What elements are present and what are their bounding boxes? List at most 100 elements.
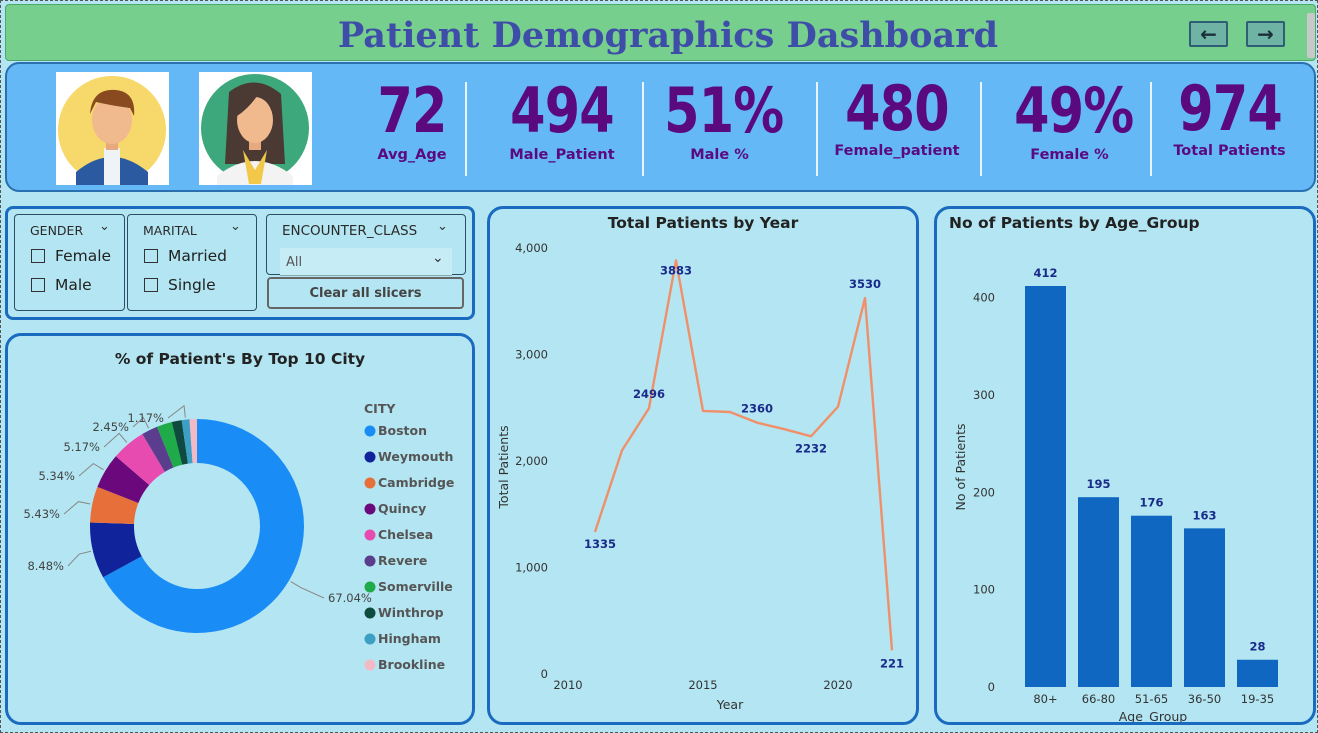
donut-slice-brookline — [189, 419, 197, 464]
checkbox[interactable] — [31, 278, 45, 292]
option-male[interactable]: Male — [31, 276, 92, 294]
legend-item-revere: Revere — [378, 553, 427, 568]
option-married[interactable]: Married — [144, 247, 227, 265]
y-tick-label: 300 — [973, 388, 995, 402]
y-tick-label: 0 — [541, 667, 548, 681]
kpi-label: Male % — [690, 147, 749, 163]
patients-by-year-chart: 0 1,000 2,000 3,000 4,000 2010 2015 2020 Year Tot… — [496, 241, 904, 712]
divider — [642, 82, 644, 176]
data-label: 2232 — [795, 441, 827, 455]
data-label: 176 — [1139, 496, 1163, 510]
data-label: 8.48% — [27, 559, 64, 573]
x-tick-label: 36-50 — [1188, 692, 1221, 706]
legend-item-cambridge: Cambridge — [378, 475, 454, 490]
data-label: 163 — [1192, 508, 1216, 522]
data-label: 5.34% — [38, 469, 75, 483]
kpi-label: Avg_Age — [377, 147, 447, 163]
legend-item-quincy: Quincy — [378, 501, 426, 516]
kpi-label: Male_Patient — [509, 147, 615, 163]
leader-line — [103, 432, 128, 448]
donut-slice-hingham — [181, 419, 193, 464]
donut-slice-quincy — [97, 456, 150, 503]
legend-item-brookline: Brookline — [378, 657, 445, 672]
back-button[interactable]: ← — [1189, 21, 1228, 47]
chart-title: No of Patients by Age_Group — [949, 214, 1200, 232]
slicer-header: MARITAL — [143, 223, 197, 238]
kpi-label: Total Patients — [1173, 143, 1286, 159]
patients-by-age-group-panel: No of Patients by Age_Group 0 100 200 300 40… — [934, 206, 1316, 725]
y-tick-label: 1,000 — [515, 561, 548, 575]
bar-51-65 — [1131, 515, 1172, 687]
kpi-female-percent: 49% Female % — [1002, 76, 1137, 164]
kpi-male-percent: 51% Male % — [652, 76, 787, 164]
bar-36-50 — [1184, 528, 1225, 687]
encounter-class-dropdown[interactable]: All ⌄ — [280, 248, 452, 276]
chevron-down-icon: ⌄ — [432, 250, 444, 266]
legend-marker — [364, 633, 376, 645]
donut-slice-cambridge — [90, 486, 139, 524]
x-tick-label: 51-65 — [1135, 692, 1168, 706]
kpi-total-patients: 974 Total Patients — [1167, 76, 1292, 160]
option-female[interactable]: Female — [31, 247, 111, 265]
chevron-down-icon[interactable]: ⌄ — [230, 219, 241, 234]
leader-line — [78, 463, 104, 477]
y-tick-label: 4,000 — [515, 241, 548, 255]
data-label: 3530 — [849, 277, 881, 291]
bar-80+ — [1025, 286, 1066, 687]
legend-title: CITY — [364, 401, 396, 416]
donut-slice-chelsea — [115, 434, 165, 485]
kpi-label: Female_patient — [834, 143, 960, 159]
clear-all-slicers-button[interactable]: Clear all slicers — [267, 277, 464, 309]
y-axis-label: Total Patients — [496, 425, 511, 509]
page-title: Patient Demographics Dashboard — [337, 15, 999, 56]
forward-button[interactable]: → — [1246, 21, 1285, 47]
legend-marker — [364, 451, 376, 463]
chart-title: % of Patient's By Top 10 City — [114, 350, 366, 368]
donut-slice-winthrop — [171, 420, 188, 465]
x-tick-label: 2020 — [823, 678, 852, 692]
kpi-value: 480 — [845, 72, 949, 145]
legend-item-weymouth: Weymouth — [378, 449, 453, 464]
divider — [980, 82, 982, 176]
data-label: 195 — [1086, 477, 1110, 491]
female-avatar-icon — [199, 72, 312, 185]
legend-item-winthrop: Winthrop — [378, 605, 444, 620]
option-label: Married — [168, 247, 228, 265]
leader-line — [63, 501, 91, 515]
donut-slice-weymouth — [89, 522, 142, 578]
checkbox[interactable] — [31, 249, 45, 263]
kpi-value: 494 — [510, 74, 614, 147]
legend-marker — [364, 581, 376, 593]
chevron-down-icon[interactable]: ⌄ — [437, 219, 448, 234]
checkbox[interactable] — [144, 249, 158, 263]
legend-marker — [364, 607, 376, 619]
slicer-header: ENCOUNTER_CLASS — [282, 223, 418, 239]
bar-19-35 — [1237, 659, 1278, 687]
kpi-value: 72 — [377, 74, 447, 147]
kpi-avg-age: 72 Avg_Age — [352, 76, 472, 164]
data-label: 221 — [880, 656, 904, 670]
dropdown-value: All — [286, 255, 303, 270]
series-line — [593, 259, 894, 651]
marital-slicer[interactable]: MARITAL ⌄ Married Single — [127, 214, 257, 311]
legend-marker — [364, 555, 376, 567]
y-tick-label: 2,000 — [515, 454, 548, 468]
x-axis-label: Age_Group — [1119, 709, 1188, 722]
leader-line — [290, 581, 325, 599]
chart-title: Total Patients by Year — [607, 214, 799, 232]
y-tick-label: 0 — [988, 680, 995, 694]
male-avatar-icon — [56, 72, 169, 185]
city-donut-panel: % of Patient's By Top 10 City 67.04% 8.48… — [5, 333, 475, 725]
y-tick-label: 200 — [973, 485, 995, 499]
data-label: 1.17% — [127, 411, 164, 425]
encounter-class-slicer[interactable]: ENCOUNTER_CLASS ⌄ All ⌄ — [266, 214, 466, 276]
y-axis-label: No of Patients — [953, 423, 968, 510]
checkbox[interactable] — [144, 278, 158, 292]
gender-slicer[interactable]: GENDER ⌄ Female Male — [14, 214, 125, 311]
chevron-down-icon[interactable]: ⌄ — [99, 219, 110, 234]
scrollbar[interactable] — [1307, 13, 1315, 58]
data-label: 412 — [1033, 266, 1057, 280]
x-tick-label: 2015 — [688, 678, 717, 692]
legend-marker — [364, 425, 376, 437]
option-single[interactable]: Single — [144, 276, 216, 294]
